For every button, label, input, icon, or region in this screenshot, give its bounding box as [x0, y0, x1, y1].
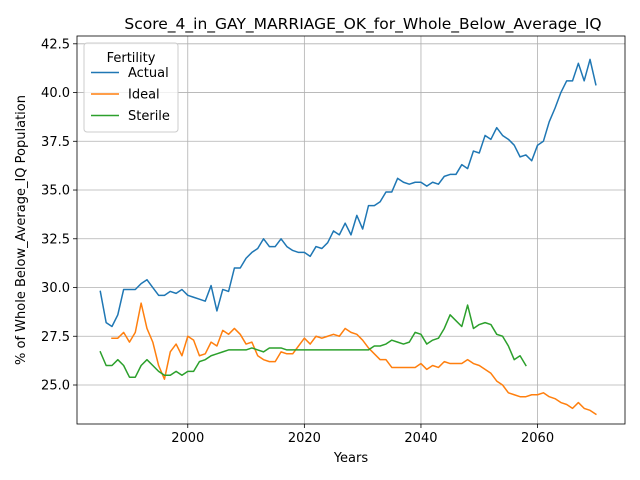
legend-box	[83, 42, 179, 133]
x-tick-label: 2060	[521, 431, 554, 446]
y-tick-label: 25.0	[41, 379, 70, 394]
grid	[77, 36, 625, 424]
plot-frame	[76, 35, 626, 425]
legend-label-ideal: Ideal	[128, 88, 160, 103]
series-line-actual	[99, 58, 597, 328]
y-tick-label: 40.0	[41, 86, 70, 101]
y-tick-label: 37.5	[41, 135, 70, 150]
legend-label-actual: Actual	[128, 66, 169, 81]
y-tick-label: 30.0	[41, 281, 70, 296]
y-axis-label: % of Whole Below_Average_IQ Population	[14, 95, 29, 365]
chart-title: Score_4_in_GAY_MARRIAGE_OK_for_Whole_Bel…	[124, 15, 601, 34]
x-tick-label: 2000	[171, 431, 204, 446]
y-tick-label: 42.5	[41, 37, 70, 52]
x-tick-label: 2040	[404, 431, 437, 446]
series-line-ideal	[111, 302, 597, 416]
y-tick-label: 35.0	[41, 184, 70, 199]
y-tick-label: 27.5	[41, 330, 70, 345]
legend-label-sterile: Sterile	[128, 109, 170, 124]
legend-title: Fertility	[107, 51, 156, 66]
series-lines	[99, 58, 597, 416]
y-tick-label: 32.5	[41, 232, 70, 247]
axis-ticks: 2000 2020 2040 2060 25.0 27.5 30.0 32.5 35.0 37.5…	[41, 37, 554, 446]
series-line-sterile	[99, 304, 527, 378]
x-axis-label: Years	[333, 451, 369, 466]
legend: Fertility Actual Ideal Sterile	[83, 42, 179, 133]
x-tick-label: 2020	[288, 431, 321, 446]
